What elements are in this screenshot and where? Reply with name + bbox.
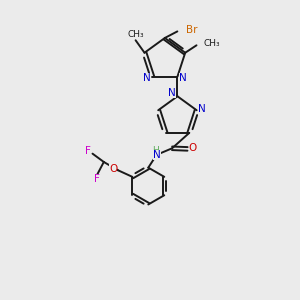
Text: F: F [94, 174, 100, 184]
Text: CH₃: CH₃ [203, 39, 220, 48]
Text: N: N [168, 88, 176, 98]
Text: N: N [179, 73, 187, 83]
Text: O: O [109, 164, 117, 174]
Text: CH₃: CH₃ [127, 30, 144, 39]
Text: H: H [152, 146, 158, 154]
Text: Br: Br [186, 25, 197, 34]
Text: F: F [85, 146, 91, 156]
Text: N: N [153, 150, 160, 160]
Text: O: O [189, 143, 197, 153]
Text: N: N [198, 104, 206, 114]
Text: N: N [143, 73, 151, 83]
